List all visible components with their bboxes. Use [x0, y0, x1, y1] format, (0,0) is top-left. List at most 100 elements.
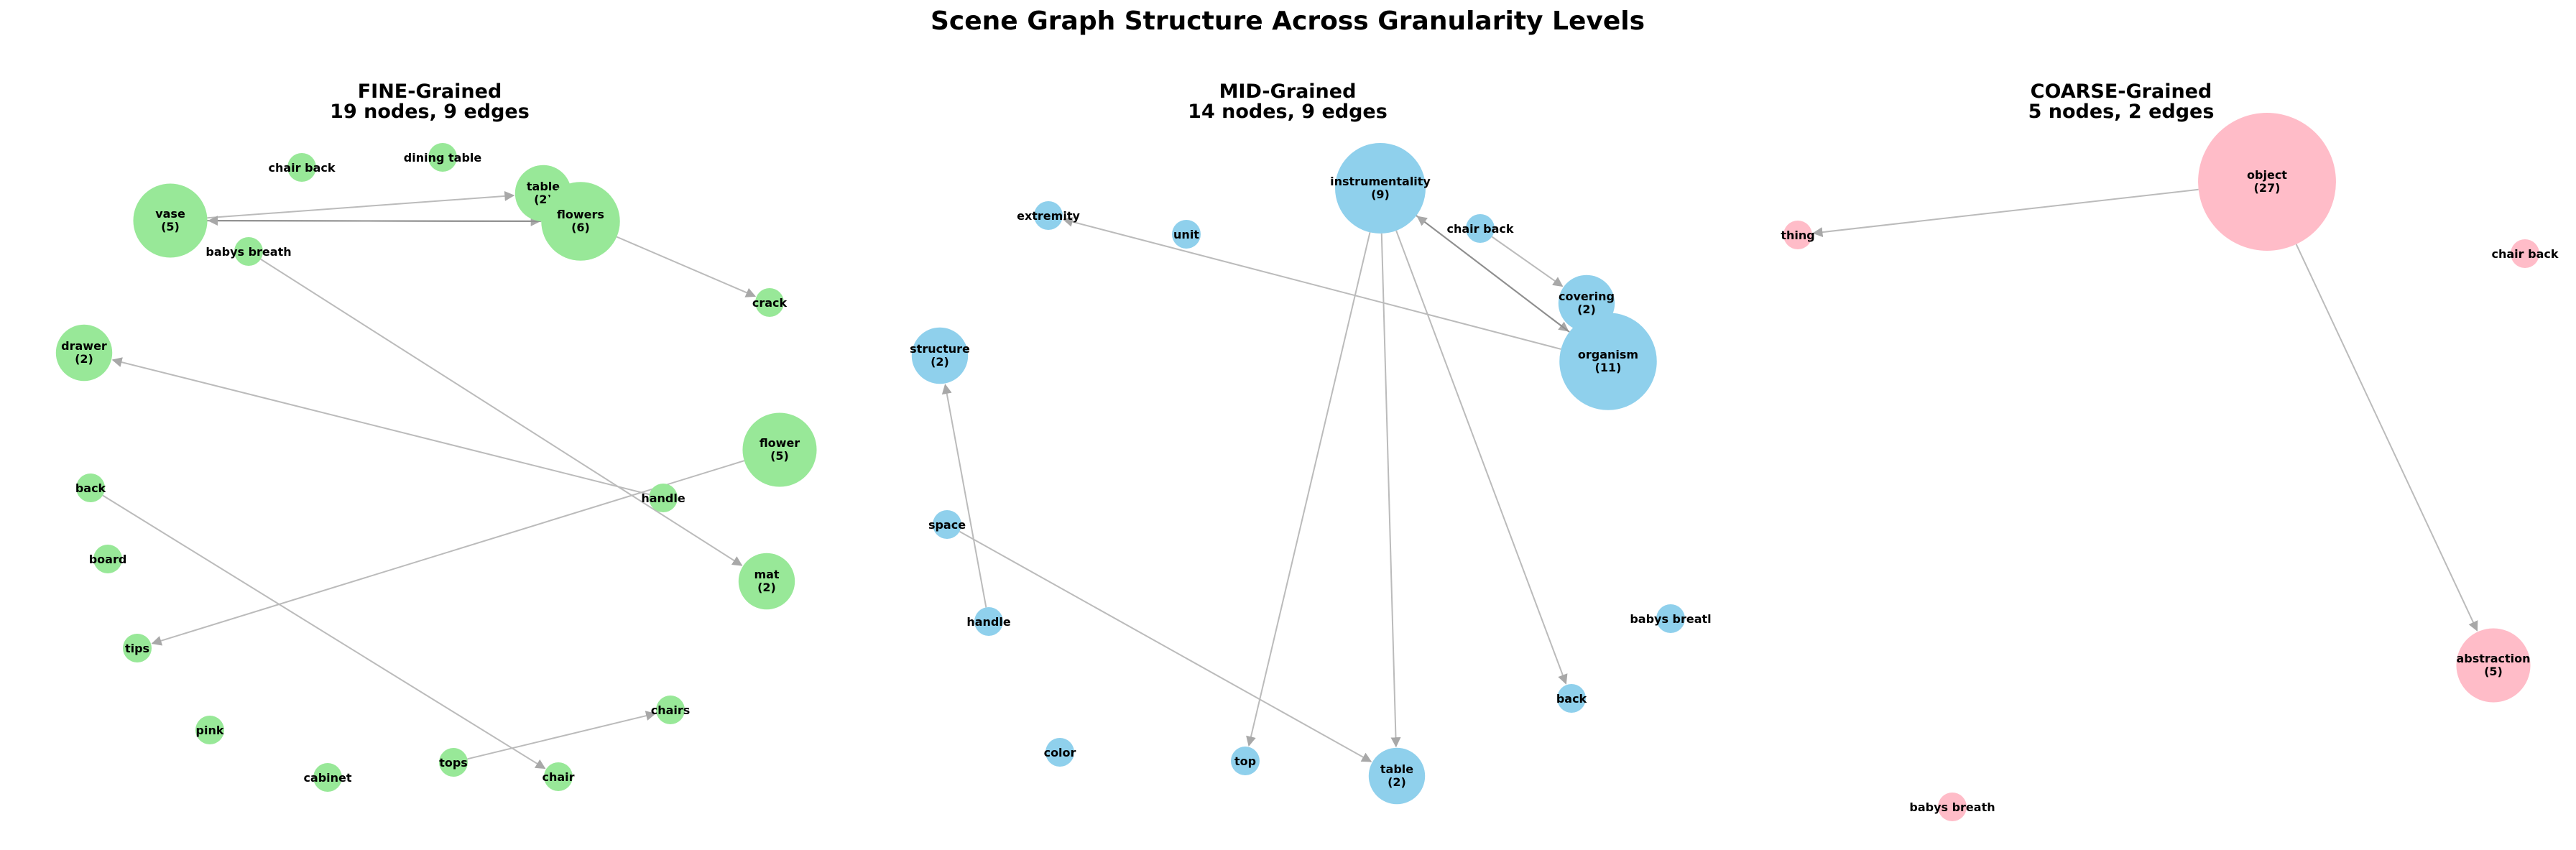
node-circle — [76, 473, 105, 502]
node-label: thing — [1781, 228, 1814, 242]
node-label-name: extremity — [1017, 209, 1080, 223]
node-label-count: (9) — [1371, 188, 1390, 201]
node-circle — [1938, 793, 1967, 821]
node-organism: organism (11) — [1559, 313, 1657, 410]
node-label-name: handle — [641, 491, 685, 505]
node-label: chair back — [2492, 247, 2559, 261]
node-handle: handle — [641, 484, 685, 512]
node-label-name: covering — [1559, 290, 1615, 303]
node-label-name: abstraction — [2456, 652, 2530, 665]
node-circle — [1466, 214, 1495, 243]
node-circle — [313, 763, 342, 792]
node-label: object (27) — [2247, 168, 2287, 195]
node-babys-breath: babys breath — [1909, 793, 1995, 821]
node-label: board — [89, 553, 127, 566]
node-label-name: handle — [966, 615, 1011, 629]
node-label-count: (5) — [161, 220, 180, 234]
node-label: handle — [966, 615, 1011, 629]
node-label-name: dining table — [404, 151, 482, 165]
node-label: space — [928, 518, 966, 532]
node-flower: flower (5) — [742, 412, 817, 487]
node-label: chair back — [269, 161, 336, 175]
node-tops: tops — [439, 748, 468, 777]
node-circle — [755, 288, 784, 317]
edge-layer — [102, 190, 757, 770]
node-circle — [933, 510, 961, 539]
node-label: tops — [439, 756, 468, 770]
node-label: organism (11) — [1578, 348, 1638, 374]
node-label-name: space — [928, 518, 966, 532]
node-babys-breath: babys breath — [206, 237, 292, 266]
node-top: top — [1231, 747, 1260, 775]
node-label: cabinet — [303, 771, 351, 785]
panel-title: MID-Grained — [1219, 80, 1357, 103]
node-label-name: tips — [125, 642, 149, 655]
node-babys-breath: babys breatl — [1630, 604, 1712, 633]
node-label: babys breath — [206, 245, 291, 259]
node-thing: thing — [1781, 221, 1815, 249]
node-label-count: (27) — [2254, 181, 2281, 195]
node-label-name: organism — [1578, 348, 1638, 361]
node-label: mat (2) — [754, 568, 779, 594]
node-label: dining table — [404, 151, 482, 165]
node-label-name: chair back — [269, 161, 336, 175]
node-label: covering (2) — [1559, 290, 1615, 316]
node-table: table (2) — [1368, 747, 1426, 805]
node-label-name: drawer — [61, 339, 107, 353]
node-cabinet: cabinet — [303, 763, 352, 792]
node-label: vase (5) — [155, 207, 185, 234]
node-flowers: flowers (6) — [541, 182, 620, 261]
node-label-name: chairs — [651, 703, 691, 717]
panel-title: COARSE-Grained — [2031, 80, 2212, 103]
node-label-count: (5) — [2484, 665, 2503, 678]
node-chair-back: chair back — [1447, 214, 1514, 243]
node-label-name: babys breatl — [1630, 612, 1711, 626]
node-label-count: (2) — [1577, 302, 1596, 316]
node-object: object (27) — [2198, 113, 2336, 251]
node-label-name: back — [75, 481, 106, 495]
edge-instrumentality-to-back — [1395, 230, 1568, 685]
node-circle — [1783, 221, 1812, 249]
panel-subtitle: 19 nodes, 9 edges — [330, 101, 530, 123]
node-label-name: thing — [1781, 228, 1814, 242]
node-circle — [439, 748, 468, 777]
node-unit: unit — [1172, 220, 1201, 249]
node-label-name: chair — [542, 770, 574, 784]
node-label: instrumentality (9) — [1330, 175, 1431, 201]
edge-layer — [1812, 188, 2478, 632]
node-circle — [974, 607, 1003, 636]
node-label-name: vase — [155, 207, 185, 221]
node-label-name: table — [527, 180, 560, 193]
node-label-count: (6) — [571, 221, 590, 234]
edge-flowers-to-crack — [616, 236, 757, 297]
node-label-count: (11) — [1595, 361, 1622, 374]
node-structure: structure (2) — [910, 327, 970, 384]
node-label-name: board — [89, 553, 127, 566]
node-circle — [742, 412, 817, 487]
node-circle — [1559, 313, 1657, 410]
node-circle — [541, 182, 620, 261]
node-circle — [234, 237, 263, 266]
node-circle — [133, 183, 208, 258]
node-extremity: extremity — [1017, 201, 1080, 230]
node-label: chairs — [651, 703, 691, 717]
node-label-name: pink — [196, 724, 224, 737]
edge-object-to-thing — [1812, 188, 2199, 238]
node-label-name: back — [1556, 692, 1587, 706]
node-label: back — [75, 481, 106, 495]
node-circle — [123, 634, 152, 662]
node-label-count: (2) — [75, 352, 93, 366]
node-circle — [911, 327, 969, 384]
node-label: color — [1044, 746, 1076, 759]
node-circle — [1335, 143, 1426, 234]
edge-handle-to-structure — [941, 384, 987, 608]
figure-title: Scene Graph Structure Across Granularity… — [931, 6, 1645, 36]
node-label-name: table — [1380, 762, 1413, 776]
node-label-name: crack — [752, 296, 788, 310]
node-label-name: mat — [754, 568, 779, 581]
panel-subtitle: 5 nodes, 2 edges — [2028, 101, 2215, 123]
panel-title: FINE-Grained — [358, 80, 502, 103]
edge-vase-to-table — [207, 190, 515, 219]
node-label: top — [1234, 754, 1256, 768]
node-circle — [55, 324, 113, 382]
